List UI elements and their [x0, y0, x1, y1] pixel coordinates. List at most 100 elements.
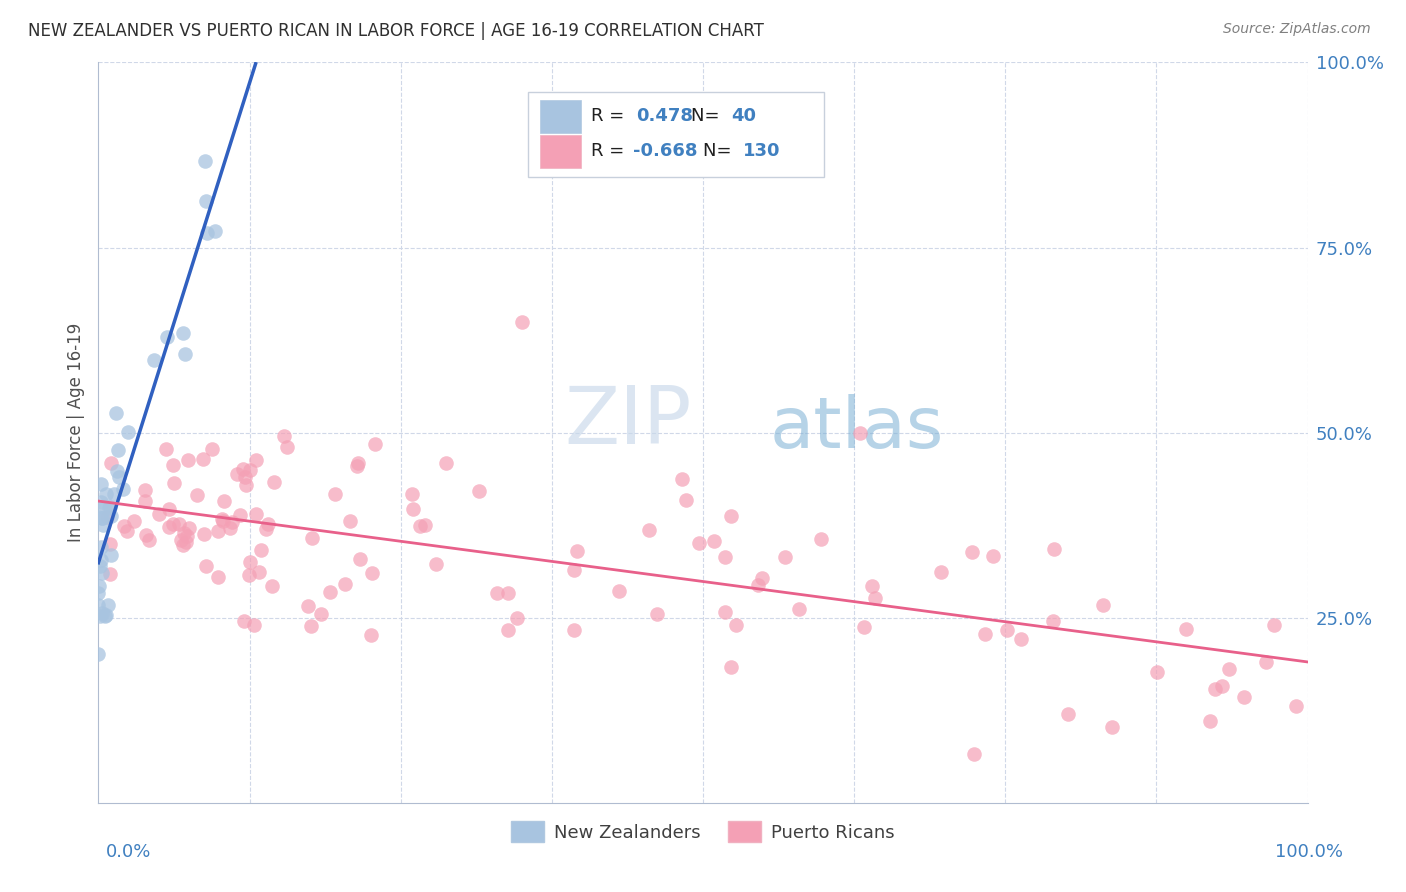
Point: [361, 566, 384, 580]
Point: [226, 467, 249, 482]
Point: [105, 464, 128, 478]
Point: [94, 607, 117, 622]
Point: [177, 453, 200, 467]
Point: [90, 511, 112, 525]
Point: [983, 549, 1005, 563]
Text: R =: R =: [591, 143, 630, 161]
Point: [1042, 614, 1064, 628]
Point: [229, 508, 252, 522]
Point: [675, 493, 697, 508]
Point: [238, 567, 260, 582]
Text: NEW ZEALANDER VS PUERTO RICAN IN LABOR FORCE | AGE 16-19 CORRELATION CHART: NEW ZEALANDER VS PUERTO RICAN IN LABOR F…: [28, 22, 763, 40]
Point: [87, 579, 110, 593]
Point: [112, 519, 135, 533]
Point: [135, 528, 157, 542]
Point: [176, 529, 198, 543]
Point: [91, 518, 114, 533]
Point: [346, 456, 368, 470]
Point: [97, 599, 120, 613]
Point: [810, 533, 832, 547]
Point: [191, 451, 214, 466]
Point: [1057, 707, 1080, 722]
Point: [174, 535, 197, 549]
Point: [91, 510, 114, 524]
Point: [496, 585, 519, 599]
Point: [434, 456, 457, 470]
Text: Source: ZipAtlas.com: Source: ZipAtlas.com: [1223, 22, 1371, 37]
Point: [1211, 679, 1233, 693]
Text: atlas: atlas: [769, 394, 943, 464]
Point: [107, 443, 129, 458]
Point: [1101, 720, 1123, 734]
Point: [297, 599, 319, 613]
Point: [609, 583, 631, 598]
Point: [1254, 655, 1277, 669]
Point: [235, 477, 257, 491]
Point: [1285, 698, 1308, 713]
Point: [163, 476, 186, 491]
Point: [194, 153, 217, 168]
Point: [931, 566, 953, 580]
Point: [349, 552, 371, 566]
Point: [90, 477, 112, 491]
Point: [134, 493, 156, 508]
Point: [117, 425, 139, 439]
Point: [94, 486, 117, 500]
Point: [273, 429, 295, 443]
Point: [257, 516, 280, 531]
Point: [235, 469, 257, 483]
Point: [714, 605, 737, 619]
Point: [863, 591, 886, 605]
Point: [1233, 690, 1256, 704]
Point: [860, 579, 883, 593]
Point: [688, 535, 710, 549]
Point: [211, 512, 233, 526]
Point: [1204, 681, 1226, 696]
Point: [90, 606, 112, 620]
Point: [510, 314, 533, 328]
Point: [172, 326, 194, 341]
Point: [157, 501, 180, 516]
Point: [1199, 714, 1222, 728]
Point: [409, 519, 432, 533]
Point: [170, 533, 193, 547]
Point: [346, 458, 368, 473]
Point: [172, 538, 194, 552]
Point: [177, 520, 200, 534]
FancyBboxPatch shape: [527, 92, 824, 178]
Point: [1263, 618, 1285, 632]
Y-axis label: In Labor Force | Age 16-19: In Labor Force | Age 16-19: [66, 323, 84, 542]
Point: [89, 608, 111, 623]
Point: [960, 545, 983, 559]
Point: [98, 501, 121, 516]
Point: [1218, 662, 1240, 676]
Point: [174, 347, 197, 361]
Point: [1010, 632, 1032, 646]
Point: [195, 226, 218, 240]
Point: [562, 623, 585, 637]
Point: [309, 607, 332, 621]
Point: [157, 519, 180, 533]
Legend: New Zealanders, Puerto Ricans: New Zealanders, Puerto Ricans: [503, 814, 903, 849]
Point: [853, 620, 876, 634]
Point: [148, 507, 170, 521]
Point: [214, 494, 236, 508]
Point: [155, 442, 177, 457]
Point: [401, 487, 423, 501]
Point: [107, 469, 129, 483]
Point: [94, 609, 117, 624]
Point: [194, 194, 217, 209]
Text: N=: N=: [703, 143, 737, 161]
Point: [720, 659, 742, 673]
Point: [645, 607, 668, 621]
Point: [201, 442, 224, 457]
Point: [138, 533, 160, 547]
Point: [239, 555, 262, 569]
Point: [849, 425, 872, 440]
Point: [87, 598, 110, 612]
Point: [207, 524, 229, 538]
Point: [93, 500, 115, 515]
Point: [186, 488, 208, 502]
Point: [974, 627, 997, 641]
Point: [249, 543, 271, 558]
